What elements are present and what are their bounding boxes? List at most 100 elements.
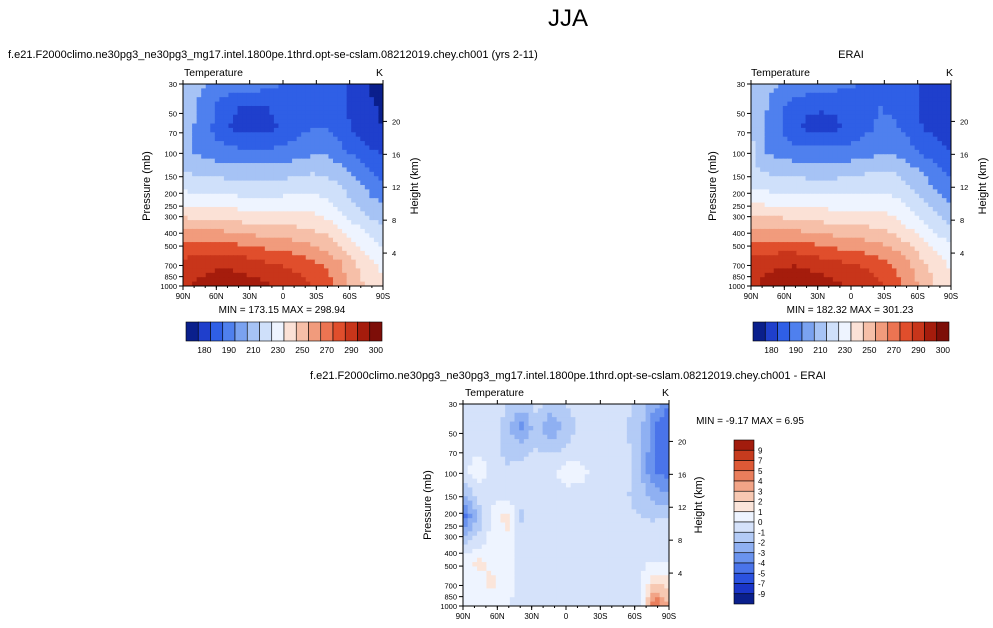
heatmap-cell: [769, 101, 775, 107]
heatmap-cell: [323, 127, 330, 133]
heatmap-cell: [901, 220, 907, 226]
heatmap-cell: [769, 136, 775, 142]
heatmap-cell: [594, 439, 600, 445]
heatmap-cell: [626, 469, 633, 475]
heatmap-cell: [378, 123, 383, 129]
heatmap-cell: [832, 110, 838, 116]
heatmap-cell: [269, 250, 275, 256]
heatmap-cell: [837, 220, 843, 226]
heatmap-cell: [584, 469, 591, 475]
heatmap-cell: [864, 255, 870, 261]
heatmap-cell: [823, 255, 829, 261]
heatmap-cell: [846, 97, 852, 103]
colorbar-box: [850, 321, 864, 342]
heatmap-cell: [919, 176, 925, 182]
heatmap-cell: [919, 189, 925, 195]
heatmap-cell: [566, 439, 572, 445]
heatmap-cell: [769, 84, 775, 89]
heatmap-cell: [351, 255, 357, 261]
heatmap-cell: [640, 417, 647, 423]
heatmap-cell: [196, 123, 202, 129]
heatmap-cell: [882, 176, 888, 182]
heatmap-cell: [314, 211, 320, 217]
heatmap-cell: [946, 281, 951, 286]
heatmap-cell: [255, 84, 261, 89]
heatmap-cell: [519, 447, 525, 453]
heatmap-cell: [210, 163, 216, 169]
heatmap-cell: [755, 132, 761, 138]
heatmap-cell: [292, 92, 298, 98]
heatmap-cell: [192, 145, 198, 151]
heatmap-cell: [246, 189, 252, 195]
heatmap-cell: [481, 474, 488, 480]
heatmap-cell: [791, 250, 798, 256]
heatmap-cell: [805, 237, 811, 243]
heatmap-cell: [878, 163, 884, 169]
heatmap-cell: [810, 132, 816, 138]
heatmap-cell: [819, 110, 825, 116]
heatmap-cell: [801, 127, 807, 133]
heatmap-cell: [486, 443, 492, 449]
heatmap-cell: [251, 224, 257, 230]
heatmap-cell: [650, 417, 656, 423]
heatmap-cell: [617, 417, 623, 423]
heatmap-cell: [192, 242, 198, 248]
heatmap-cell: [233, 180, 239, 186]
heatmap-cell: [551, 421, 558, 427]
heatmap-cell: [528, 439, 534, 445]
heatmap-cell: [333, 132, 339, 138]
heatmap-cell: [882, 119, 888, 125]
heatmap-cell: [896, 185, 902, 190]
heatmap-cell: [319, 281, 325, 286]
heatmap-cell: [764, 255, 770, 261]
heatmap-cell: [251, 154, 257, 160]
heatmap-cell: [192, 158, 198, 164]
heatmap-cell: [869, 220, 875, 226]
heatmap-cell: [542, 430, 548, 436]
heatmap-cell: [246, 127, 252, 133]
heatmap-cell: [846, 224, 852, 230]
heatmap-cell: [378, 272, 383, 278]
heatmap-cell: [801, 220, 807, 226]
heatmap-cell: [219, 211, 225, 217]
heatmap-cell: [328, 123, 334, 129]
heatmap-cell: [869, 88, 875, 94]
heatmap-cell: [901, 264, 907, 270]
heatmap-cell: [860, 185, 866, 190]
heatmap-cell: [791, 272, 798, 278]
heatmap-cell: [481, 439, 488, 445]
heatmap-cell: [369, 180, 375, 186]
heatmap-cell: [223, 136, 230, 142]
heatmap-cell: [589, 465, 595, 471]
heatmap-cell: [301, 250, 307, 256]
heatmap-cell: [196, 193, 202, 199]
heatmap-cell: [837, 149, 843, 155]
heatmap-cell: [237, 193, 243, 199]
heatmap-cell: [192, 171, 198, 177]
heatmap-cell: [612, 465, 619, 471]
heatmap-cell: [337, 92, 343, 98]
heatmap-cell: [223, 88, 230, 94]
heatmap-cell: [481, 408, 488, 414]
heatmap-cell: [260, 97, 266, 103]
heatmap-cell: [273, 88, 280, 94]
heatmap-cell: [584, 447, 591, 453]
heatmap-cell: [855, 189, 861, 195]
heatmap-cell: [810, 149, 816, 155]
heatmap-cell: [791, 158, 798, 164]
heatmap-cell: [228, 92, 234, 98]
heatmap-cell: [314, 92, 320, 98]
heatmap-cell: [851, 97, 857, 103]
heatmap-cell: [755, 211, 761, 217]
heatmap-cell: [932, 180, 938, 186]
heatmap-cell: [937, 92, 943, 98]
heatmap-cell: [778, 264, 784, 270]
heatmap-cell: [864, 224, 870, 230]
heatmap-cell: [810, 141, 816, 147]
heatmap-cell: [796, 211, 802, 217]
heatmap-cell: [914, 149, 920, 155]
heatmap-cell: [919, 132, 925, 138]
heatmap-field: [751, 84, 951, 286]
heatmap-cell: [796, 193, 802, 199]
heatmap-cell: [778, 206, 784, 212]
